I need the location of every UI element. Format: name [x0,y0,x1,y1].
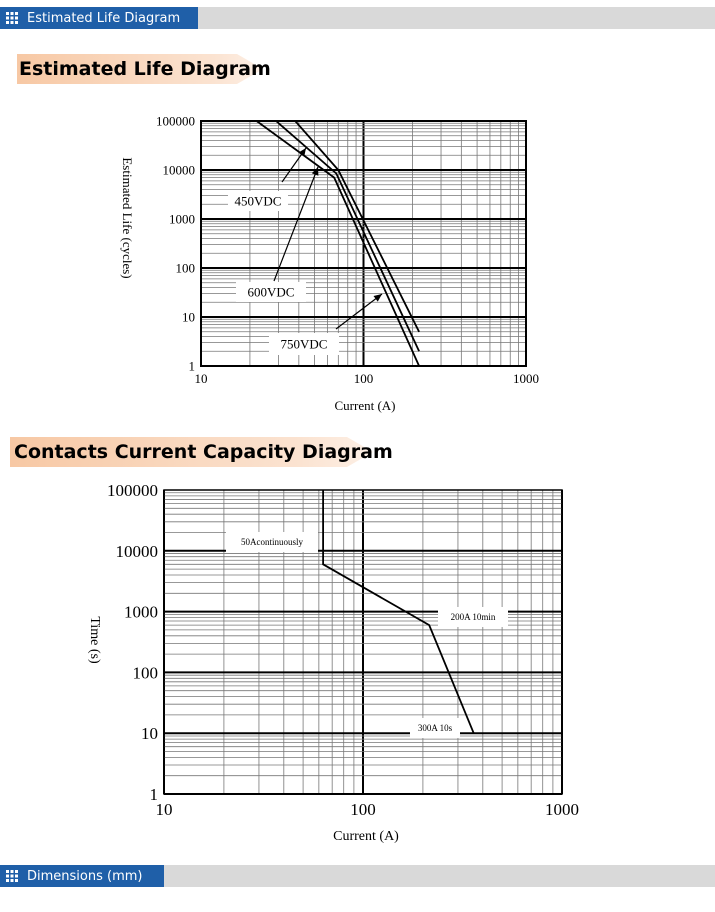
x-tick-label: 10 [195,371,208,386]
annotation-label: 50Acontinuously [226,532,318,552]
x-tick-label: 10 [156,800,173,819]
series-line-600vdc [275,120,420,352]
section-tab-dimensions[interactable]: Dimensions (mm) [0,865,165,887]
annotation-label: 200A 10min [438,607,508,627]
y-tick-label: 100 [133,663,159,682]
chart2-xlabel: Current (A) [333,829,399,844]
series-line-750vdc [294,120,420,333]
chart1-frame [200,120,527,367]
y-tick-label: 1000 [124,603,158,622]
chart2-annotations: 50Acontinuously 200A 10min 300A 10s [226,532,508,738]
chart1-annotations: 450VDC 600VDC 750VDC [228,147,383,355]
chart1-series [256,120,420,367]
svg-text:200A 10min: 200A 10min [451,612,496,622]
chart1-xlabel: Current (A) [334,398,395,413]
y-tick-label: 10 [141,724,158,743]
x-tick-label: 100 [354,371,374,386]
x-tick-label: 1000 [545,800,579,819]
y-tick-label: 10 [182,310,195,325]
y-tick-label: 1 [189,359,196,374]
chart2-ylabel: Time (s) [87,616,102,664]
svg-text:450VDC: 450VDC [235,194,282,209]
annotation-arrow [373,294,382,302]
chart2-frame [163,489,563,795]
svg-text:300A 10s: 300A 10s [418,723,453,733]
x-tick-label: 100 [350,800,376,819]
y-tick-label: 100000 [156,114,195,129]
chart2-grid [163,490,563,795]
annotation-label: 600VDC [236,166,319,302]
heading-life: Estimated Life Diagram [19,58,271,80]
annotation-label: 300A 10s [410,718,460,738]
section-tab-label: Estimated Life Diagram [27,10,181,26]
annotation-arrow [298,148,306,157]
y-tick-label: 1 [150,785,159,804]
heading-banner-life [17,54,263,84]
y-tick-label: 1000 [169,212,195,227]
series-line [322,490,475,734]
y-tick-label: 10000 [163,163,196,178]
section-bar-bottom: Dimensions (mm) [0,865,715,887]
section-tab-estimated-life[interactable]: Estimated Life Diagram [0,7,199,29]
heading-capacity: Contacts Current Capacity Diagram [14,441,393,463]
svg-text:600VDC: 600VDC [248,285,295,300]
grid-icon [6,12,18,24]
annotation-label: 750VDC [269,293,383,355]
svg-text:750VDC: 750VDC [281,337,328,352]
series-line-450vdc [256,120,420,367]
heading-banner-capacity [10,437,373,467]
svg-text:50Acontinuously: 50Acontinuously [241,537,303,547]
section-tab-label: Dimensions (mm) [27,868,143,884]
annotation-label: 450VDC [228,147,307,211]
y-tick-label: 10000 [116,542,159,561]
x-tick-label: 1000 [513,371,539,386]
chart2-series [322,490,475,734]
y-tick-label: 100 [176,261,196,276]
y-tick-label: 100000 [107,481,158,500]
chart1-ylabel: Estimated Life (cycles) [120,157,135,278]
grid-icon [6,870,18,882]
section-bar-top: Estimated Life Diagram [0,7,715,29]
annotation-arrow [311,167,319,176]
